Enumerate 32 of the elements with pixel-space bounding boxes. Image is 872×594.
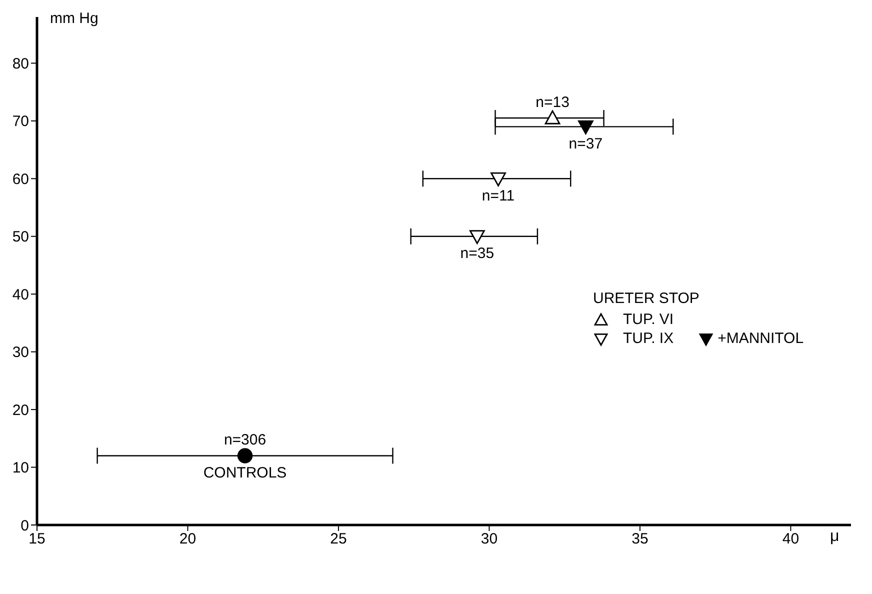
y-tick-label: 30	[12, 344, 29, 362]
y-tick-label: 20	[12, 402, 29, 419]
x-tick-label: 35	[632, 530, 648, 548]
y-tick-label: 60	[12, 170, 29, 188]
y-tick-label: 80	[12, 56, 29, 73]
y-tick-label: 10	[12, 460, 29, 477]
y-tick-label: 50	[12, 228, 29, 246]
annotation: n=11	[482, 187, 515, 204]
x-axis-title: μ	[830, 528, 840, 546]
y-axis-title: mm Hg	[50, 10, 98, 27]
annotation: n=35	[460, 245, 494, 262]
y-tick-label: 0	[20, 517, 29, 534]
point	[578, 120, 594, 134]
x-tick-label: 20	[179, 530, 196, 548]
x-tick-label: 25	[330, 530, 347, 548]
point	[237, 448, 253, 464]
x-tick-label: 15	[28, 530, 46, 548]
legend-label: +MANNITOL	[718, 330, 804, 347]
y-tick-label: 70	[12, 113, 29, 130]
y-tick-label: 40	[12, 286, 29, 304]
annotation: CONTROLS	[203, 464, 287, 482]
legend-label: TUP. IX	[623, 330, 674, 347]
annotation: n=13	[536, 94, 570, 112]
annotation: n=306	[224, 432, 266, 449]
legend-label: TUP. VI	[623, 311, 674, 328]
point	[469, 230, 485, 244]
point	[490, 172, 506, 186]
annotation: n=37	[568, 135, 603, 152]
x-tick-label: 30	[480, 530, 498, 548]
legend-title: URETER STOP	[593, 290, 700, 307]
x-tick-label: 40	[782, 530, 800, 548]
point	[544, 110, 560, 124]
